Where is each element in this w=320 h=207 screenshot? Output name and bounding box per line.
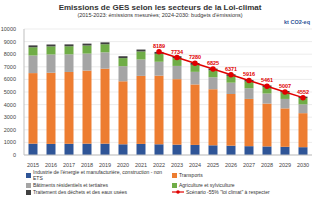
svg-text:5007: 5007 — [279, 83, 291, 89]
svg-text:0: 0 — [13, 152, 16, 158]
svg-text:2030: 2030 — [297, 162, 309, 167]
svg-text:1000: 1000 — [8, 139, 16, 145]
svg-text:2027: 2027 — [243, 162, 255, 167]
svg-text:4000: 4000 — [8, 102, 16, 108]
svg-text:2023: 2023 — [171, 162, 183, 167]
html-text:kt CO2-eq: kt CO2-eq — [284, 19, 310, 25]
svg-text:2019: 2019 — [99, 162, 111, 167]
html-text:Bâtiments résidentiels et tert: Bâtiments résidentiels et tertiaires — [33, 182, 108, 188]
svg-text:2000: 2000 — [8, 127, 16, 133]
svg-text:3000: 3000 — [8, 114, 16, 120]
svg-text:2020: 2020 — [117, 162, 129, 167]
svg-text:7734: 7734 — [171, 49, 184, 55]
svg-text:8000: 8000 — [8, 51, 16, 57]
html-text:Agriculture et sylviculture: Agriculture et sylviculture — [179, 182, 235, 188]
svg-text:6371: 6371 — [225, 66, 237, 72]
svg-text:2017: 2017 — [63, 162, 75, 167]
svg-text:2026: 2026 — [225, 162, 237, 167]
svg-text:2015: 2015 — [27, 162, 39, 167]
html-text:(2015-2023: émissions mesurées: (2015-2023: émissions mesurées; 2024-203… — [77, 12, 243, 18]
html-text:Scénario -55% "loi climat" à r: Scénario -55% "loi climat" à respecter — [186, 189, 270, 195]
svg-text:7000: 7000 — [8, 64, 16, 70]
svg-text:6825: 6825 — [207, 60, 219, 66]
svg-text:2025: 2025 — [207, 162, 219, 167]
svg-text:5000: 5000 — [8, 89, 16, 95]
svg-text:5916: 5916 — [243, 71, 255, 77]
html-text:Traitement des déchets et des: Traitement des déchets et des eaux usées — [33, 189, 127, 195]
svg-text:2022: 2022 — [153, 162, 165, 167]
svg-text:6000: 6000 — [8, 76, 16, 82]
svg-text:2024: 2024 — [189, 162, 201, 167]
svg-text:2029: 2029 — [279, 162, 291, 167]
svg-text:2028: 2028 — [261, 162, 273, 167]
svg-text:5461: 5461 — [261, 77, 273, 83]
svg-text:8189: 8189 — [153, 43, 165, 49]
svg-text:9000: 9000 — [8, 39, 16, 45]
html-text:Industrie de l'énergie et manu: Industrie de l'énergie et manufacturière… — [33, 169, 163, 181]
svg-text:4552: 4552 — [297, 89, 309, 95]
svg-text:2018: 2018 — [81, 162, 93, 167]
svg-text:2021: 2021 — [135, 162, 147, 167]
svg-text:7280: 7280 — [189, 54, 201, 60]
html-text:Emissions de GES selon les sec: Emissions de GES selon les secteurs de l… — [58, 3, 262, 12]
svg-text:2016: 2016 — [45, 162, 57, 167]
html-text:Transports: Transports — [179, 172, 203, 178]
svg-text:10000: 10000 — [8, 26, 16, 32]
